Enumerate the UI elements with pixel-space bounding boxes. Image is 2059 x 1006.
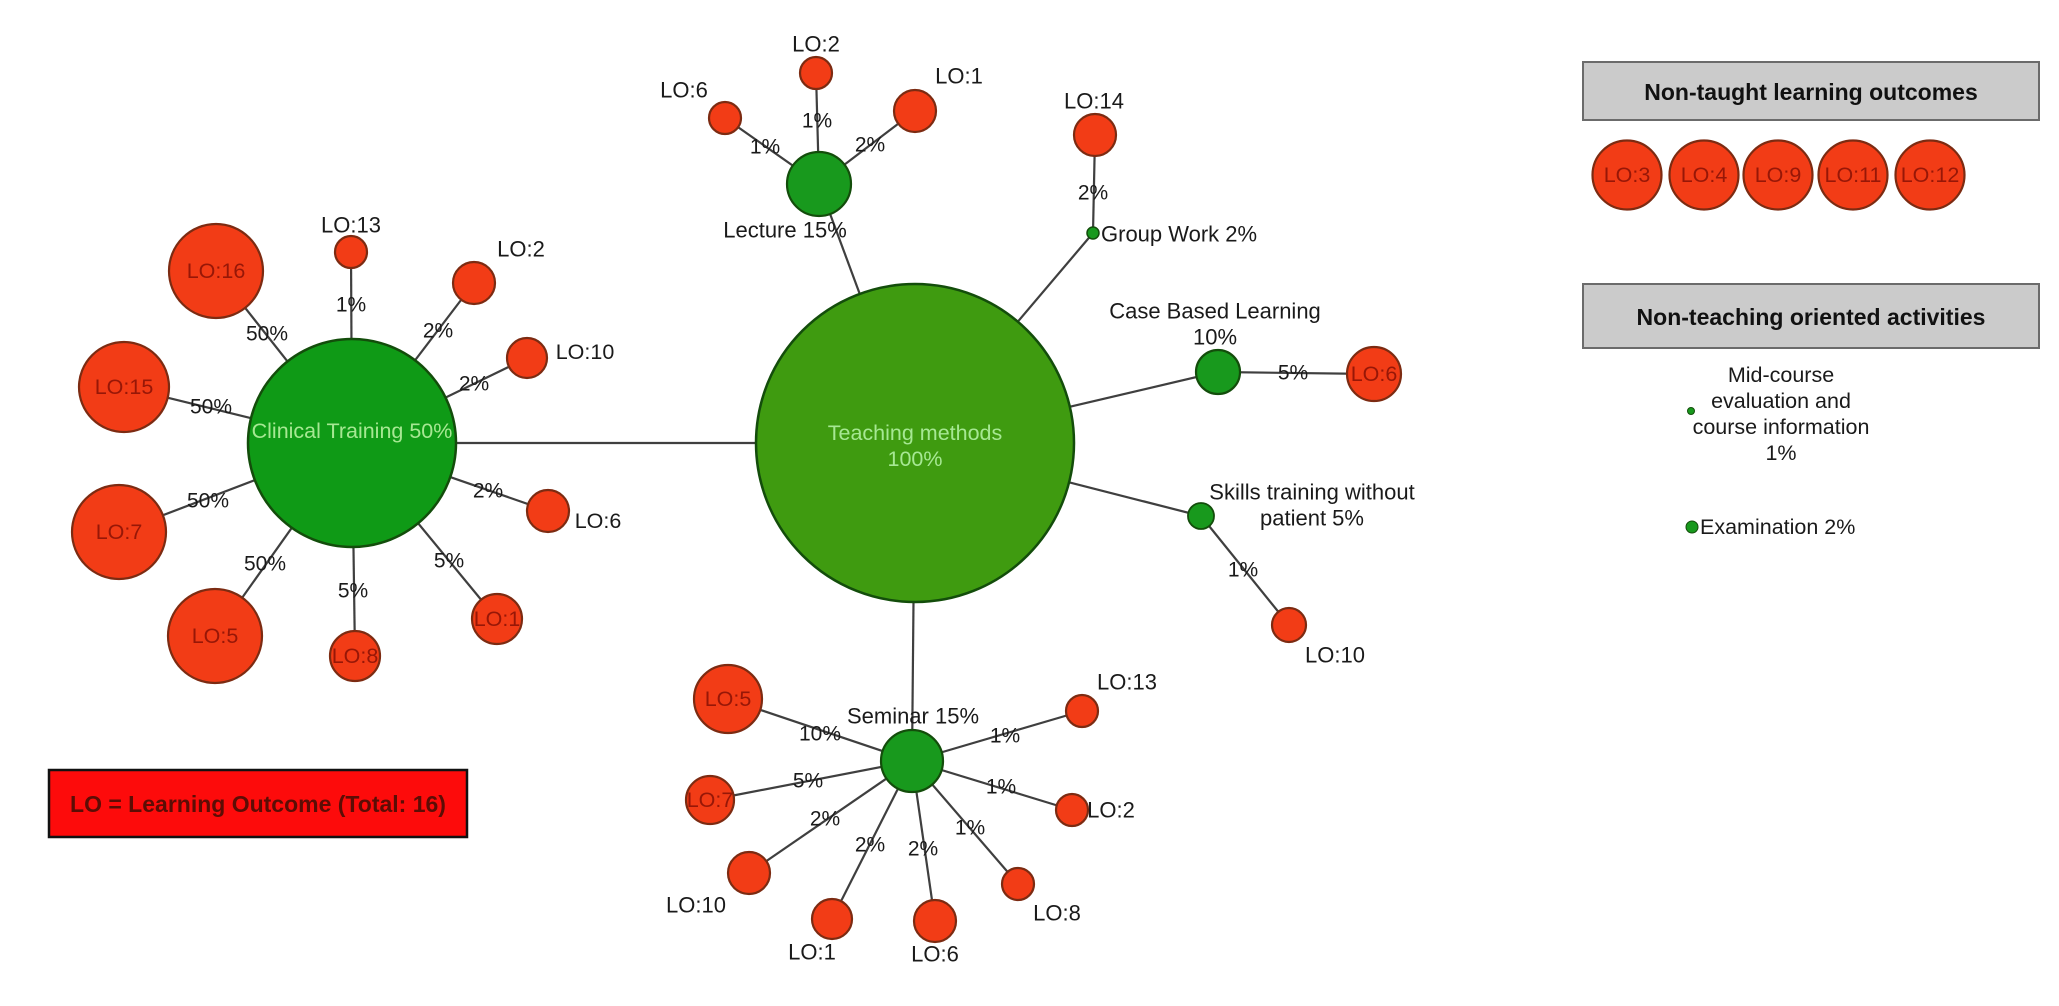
svg-text:Examination 2%: Examination 2% <box>1700 515 1855 539</box>
svg-text:2%: 2% <box>459 373 489 396</box>
svg-text:1%: 1% <box>955 817 985 840</box>
svg-text:5%: 5% <box>793 770 823 793</box>
svg-text:LO:15: LO:15 <box>95 375 154 399</box>
svg-text:LO:1: LO:1 <box>788 940 836 965</box>
svg-text:100%: 100% <box>888 447 943 471</box>
svg-text:Skills training without: Skills training without <box>1209 480 1414 505</box>
svg-text:Case Based Learning: Case Based Learning <box>1109 299 1321 324</box>
svg-text:LO:10: LO:10 <box>666 893 726 918</box>
svg-text:50%: 50% <box>244 553 286 576</box>
svg-text:LO:12: LO:12 <box>1901 163 1960 187</box>
svg-text:evaluation and: evaluation and <box>1711 389 1851 413</box>
svg-text:Lecture 15%: Lecture 15% <box>723 218 847 243</box>
svg-text:LO = Learning Outcome (Total:: LO = Learning Outcome (Total: 16) <box>70 791 446 817</box>
svg-text:Mid-course: Mid-course <box>1728 363 1834 387</box>
svg-text:LO:1: LO:1 <box>474 607 521 631</box>
svg-text:Non-taught learning outcomes: Non-taught learning outcomes <box>1644 79 1978 105</box>
svg-text:LO:13: LO:13 <box>321 213 381 238</box>
svg-text:LO:5: LO:5 <box>192 624 239 648</box>
svg-text:1%: 1% <box>802 110 832 133</box>
svg-text:LO:13: LO:13 <box>1097 670 1157 695</box>
svg-text:patient 5%: patient 5% <box>1260 506 1364 531</box>
svg-text:50%: 50% <box>246 323 288 346</box>
svg-text:LO:2: LO:2 <box>1087 798 1135 823</box>
svg-text:50%: 50% <box>187 490 229 513</box>
svg-text:LO:8: LO:8 <box>1033 901 1081 926</box>
svg-text:course information: course information <box>1693 415 1870 439</box>
svg-text:1%: 1% <box>336 294 366 317</box>
svg-text:LO:2: LO:2 <box>497 237 545 262</box>
svg-text:5%: 5% <box>1278 362 1308 385</box>
svg-text:LO:9: LO:9 <box>1755 163 1802 187</box>
svg-text:Group Work 2%: Group Work 2% <box>1101 222 1257 247</box>
svg-text:10%: 10% <box>1193 325 1237 350</box>
svg-text:5%: 5% <box>338 580 368 603</box>
svg-text:LO:16: LO:16 <box>187 259 246 283</box>
svg-text:1%: 1% <box>750 136 780 159</box>
svg-text:LO:5: LO:5 <box>705 687 752 711</box>
svg-text:10%: 10% <box>799 723 841 746</box>
svg-text:5%: 5% <box>434 550 464 573</box>
svg-text:1%: 1% <box>1228 559 1258 582</box>
svg-text:2%: 2% <box>855 134 885 157</box>
svg-text:2%: 2% <box>423 320 453 343</box>
svg-text:2%: 2% <box>908 838 938 861</box>
svg-text:LO:8: LO:8 <box>332 644 379 668</box>
svg-text:LO:14: LO:14 <box>1064 89 1124 114</box>
svg-text:LO:2: LO:2 <box>792 32 840 57</box>
svg-text:LO:10: LO:10 <box>556 340 615 364</box>
svg-text:LO:7: LO:7 <box>687 788 734 812</box>
svg-text:Non-teaching oriented activiti: Non-teaching oriented activities <box>1637 304 1986 330</box>
svg-text:50%: 50% <box>190 396 232 419</box>
svg-text:LO:7: LO:7 <box>96 520 143 544</box>
svg-text:Teaching methods: Teaching methods <box>828 421 1003 445</box>
svg-text:LO:10: LO:10 <box>1305 643 1365 668</box>
svg-text:Clinical Training 50%: Clinical Training 50% <box>252 419 453 443</box>
svg-text:LO:6: LO:6 <box>660 78 708 103</box>
svg-text:LO:11: LO:11 <box>1825 163 1882 187</box>
svg-text:1%: 1% <box>986 776 1016 799</box>
svg-text:LO:4: LO:4 <box>1681 163 1728 187</box>
svg-text:1%: 1% <box>1765 441 1796 465</box>
svg-text:2%: 2% <box>855 834 885 857</box>
svg-text:LO:6: LO:6 <box>575 509 622 533</box>
svg-text:LO:1: LO:1 <box>935 64 983 89</box>
svg-text:LO:6: LO:6 <box>911 942 959 967</box>
svg-text:2%: 2% <box>1078 182 1108 205</box>
svg-text:1%: 1% <box>990 725 1020 748</box>
svg-text:LO:3: LO:3 <box>1604 163 1651 187</box>
svg-text:2%: 2% <box>473 480 503 503</box>
svg-text:LO:6: LO:6 <box>1351 362 1398 386</box>
svg-text:Seminar 15%: Seminar 15% <box>847 704 979 729</box>
svg-text:2%: 2% <box>810 808 840 831</box>
